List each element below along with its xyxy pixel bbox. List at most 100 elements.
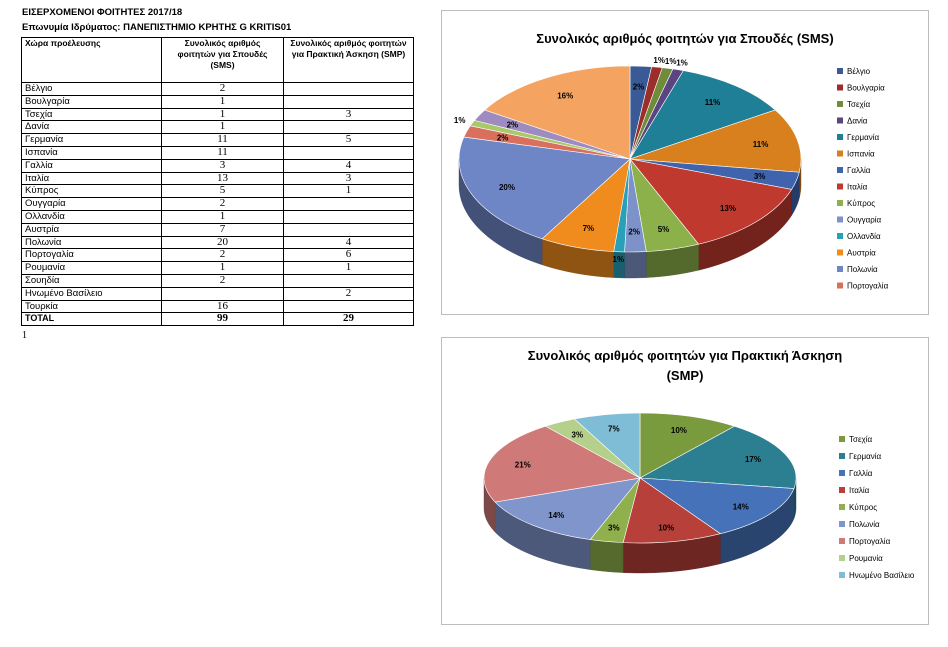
table-row: Ουγγαρία 2 [21, 197, 414, 211]
pie-label-2-0: 10% [671, 426, 687, 435]
country-cell: Κύπρος [21, 184, 162, 199]
country-cell: Τουρκία [21, 299, 162, 314]
pie-slice-2-6 [483, 425, 641, 503]
country-cell: Ιταλία [21, 171, 162, 186]
chart-title-1-0: Συνολικός αριθμός φοιτητών για Σπουδές (… [536, 31, 833, 46]
table-row: Γερμανία 11 5 [21, 133, 414, 147]
pie-label-1-6: 3% [754, 172, 766, 181]
total-row: TOTAL 99 29 [21, 312, 414, 327]
sms-cell: 7 [161, 222, 284, 237]
legend-swatch-2-8 [839, 572, 845, 578]
smp-cell [283, 82, 414, 96]
sms-cell [161, 286, 284, 301]
legend-label-2-6: Πορτογαλία [849, 537, 891, 546]
country-cell: Ολλανδία [21, 209, 162, 224]
legend-label-2-0: Τσεχία [849, 435, 872, 444]
pie-labels: 2%1% 1% 1%11%11%3%13%5%2%1%7%20%2%1% 2%16% [454, 56, 768, 264]
legend-swatch-1-8 [837, 200, 843, 206]
table-row: Αυστρία 7 [21, 222, 414, 237]
legend-swatch-1-5 [837, 150, 843, 157]
legend-swatch-1-1 [837, 84, 843, 91]
pie-label-1-12: 20% [499, 183, 515, 192]
sms-pie-chart-svg: Συνολικός αριθμός φοιτητών για Σπουδές (… [454, 31, 889, 291]
pie-slice-1-4 [629, 70, 776, 160]
pie-label-2-5: 14% [548, 511, 564, 520]
sms-cell: 20 [161, 235, 284, 250]
legend-swatch-1-13 [837, 282, 843, 289]
pie-slice-2-1 [638, 425, 797, 489]
pie-slice-2-5 [494, 477, 641, 540]
table-row: Κύπρος 5 1 [21, 184, 414, 199]
legend-label-1-7: Ιταλία [847, 183, 868, 192]
pie-slice-2-0 [639, 412, 736, 479]
document-title: ΕΙΣΕΡΧΟΜΕΝΟΙ ΦΟΙΤΗΤΕΣ 2017/18 [22, 7, 183, 18]
institution-name: Επωνυμία Ιδρύματος: ΠΑΝΕΠΙΣΤΗΜΙΟ ΚΡΗΤΗΣ … [22, 22, 292, 33]
pie-label-1-8: 5% [658, 225, 670, 234]
legend-swatch-1-0 [837, 68, 843, 74]
smp-cell: 6 [283, 248, 414, 263]
pie-label-2-3: 10% [658, 524, 674, 533]
table-row: Πορτογαλία 2 6 [21, 248, 414, 263]
legend-swatch-1-3 [837, 117, 843, 124]
pie-label-1-7: 13% [720, 204, 736, 213]
legend-swatch-2-1 [839, 453, 845, 459]
legend-swatch-1-7 [837, 183, 843, 190]
sms-cell: 5 [161, 184, 284, 199]
sms-cell: 16 [161, 299, 284, 314]
pie-label-1-14: 1% [454, 116, 466, 125]
legend-swatch-1-9 [837, 216, 843, 223]
table-row: Ηνωμένο Βασίλειο 2 [21, 286, 414, 301]
sms-cell: 1 [161, 107, 284, 122]
smp-cell: 5 [283, 133, 414, 147]
smp-cell: 3 [283, 107, 414, 122]
table-row: Βουλγαρία 1 [21, 94, 414, 109]
smp-cell: 2 [283, 286, 414, 301]
legend-swatch-2-4 [839, 504, 845, 510]
pie-label-1-15: 2% [507, 121, 519, 130]
sms-cell: 2 [161, 82, 284, 96]
pie-labels: 10% 17% 14% 10% 3% 14% 21% 3% 7% [515, 425, 761, 533]
table-row: Τουρκία 16 [21, 299, 414, 314]
pie-top [483, 412, 797, 544]
table-row: Ρουμανία 1 1 [21, 261, 414, 275]
pie-label-1-3: 1% [676, 59, 688, 68]
pie-label-2-8: 7% [608, 425, 620, 434]
chart-legend: Βέλγιο Βουλγαρία Τσεχία Δανία Γερμανία Ισπανί… [837, 67, 889, 291]
legend-label-1-3: Δανία [847, 117, 868, 126]
chart-title-2-1: (SMP) [667, 368, 704, 383]
column-header-sms: Συνολικός αριθμός φοιτητών για Σπουδές (… [161, 37, 284, 83]
sms-cell: 2 [161, 273, 284, 288]
legend-label-2-3: Ιταλία [849, 486, 870, 495]
smp-cell [283, 197, 414, 211]
pie-side-1-9 [624, 251, 647, 279]
pie-slice-2-3 [622, 477, 722, 544]
total-smp: 29 [283, 312, 414, 327]
sms-cell: 11 [161, 133, 284, 147]
chart-legend: Τσεχία Γερμανία Γαλλία Ιταλία Κύπρος Πολωνία Π… [839, 435, 915, 580]
pie-label-1-11: 7% [583, 224, 595, 233]
country-cell: Ουγγαρία [21, 197, 162, 211]
table-row: Ισπανία 11 [21, 145, 414, 160]
pie-label-1-5: 11% [753, 140, 769, 149]
pie-label-1-9: 2% [628, 228, 640, 237]
pie-slice-2-8 [573, 412, 641, 479]
legend-label-2-7: Ρουμανία [849, 554, 883, 563]
country-cell: Πολωνία [21, 235, 162, 250]
pie-slice-2-2 [638, 477, 795, 535]
pie-slice-1-12 [458, 136, 631, 240]
sms-cell: 11 [161, 145, 284, 160]
country-cell: Αυστρία [21, 222, 162, 237]
sms-cell: 2 [161, 197, 284, 211]
country-cell: Πορτογαλία [21, 248, 162, 263]
sms-pie-chart: Συνολικός αριθμός φοιτητών για Σπουδές (… [441, 10, 929, 315]
smp-cell: 1 [283, 261, 414, 275]
legend-label-2-5: Πολωνία [849, 520, 880, 529]
country-cell: Ρουμανία [21, 261, 162, 275]
column-header-smp: Συνολικός αριθμός φοιτητών για Πρακτική … [283, 37, 414, 83]
smp-pie-chart-svg: Συνολικός αριθμός φοιτητών για Πρακτική … [483, 348, 915, 580]
pie-label-1-4: 11% [705, 98, 721, 107]
pie-label-1-1: 1% [653, 56, 665, 65]
smp-cell [283, 145, 414, 160]
smp-cell [283, 120, 414, 135]
legend-swatch-2-6 [839, 538, 845, 544]
